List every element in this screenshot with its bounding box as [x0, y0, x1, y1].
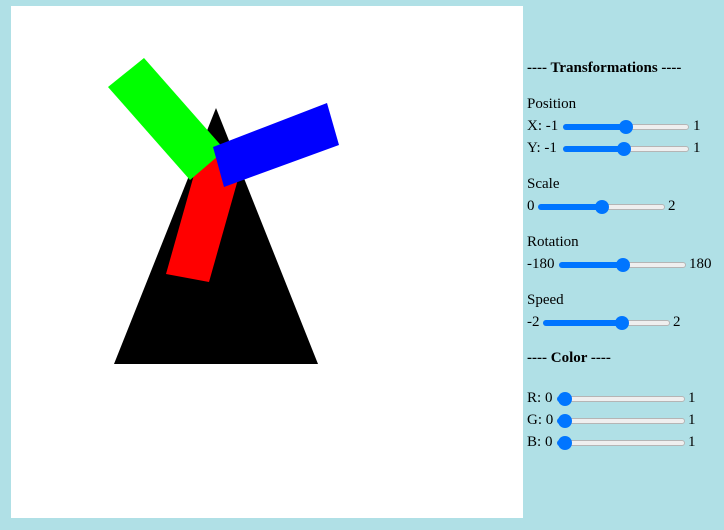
scale-slider-thumb[interactable]: [594, 200, 609, 214]
y-slider-thumb[interactable]: [616, 142, 631, 156]
speed-label: Speed: [527, 292, 564, 308]
x-slider[interactable]: [563, 120, 689, 134]
scene: [108, 58, 339, 364]
scale-max: 2: [668, 198, 676, 214]
blue-bar: [213, 103, 339, 187]
x-label: X: -1: [527, 118, 559, 134]
speed-slider[interactable]: [543, 316, 670, 330]
b-slider-thumb[interactable]: [558, 436, 572, 450]
green-bar: [108, 58, 225, 180]
rotation-slider[interactable]: [559, 258, 686, 272]
g-label: G: 0: [527, 412, 554, 428]
y-slider[interactable]: [563, 142, 689, 156]
x-max: 1: [693, 118, 701, 134]
y-slider-fill: [563, 146, 623, 152]
position-label: Position: [527, 96, 577, 112]
scale-slider-fill: [538, 204, 601, 210]
color-heading: ---- Color ----: [527, 350, 611, 366]
r-max: 1: [688, 390, 696, 406]
controls-panel: ---- Transformations ---- Position X: -1…: [527, 0, 724, 530]
scale-min: 0: [527, 198, 535, 214]
b-max: 1: [688, 434, 696, 450]
g-slider[interactable]: [557, 414, 685, 428]
webgl-canvas: [11, 6, 523, 518]
rotation-slider-thumb[interactable]: [615, 258, 630, 272]
b-slider[interactable]: [557, 436, 685, 450]
rotation-slider-fill: [559, 262, 622, 268]
transformations-heading: ---- Transformations ----: [527, 60, 682, 76]
rotation-label: Rotation: [527, 234, 579, 250]
speed-min: -2: [527, 314, 540, 330]
r-label: R: 0: [527, 390, 553, 406]
g-max: 1: [688, 412, 696, 428]
x-slider-fill: [563, 124, 625, 130]
r-slider-thumb[interactable]: [558, 392, 572, 406]
y-label: Y: -1: [527, 140, 557, 156]
g-slider-thumb[interactable]: [558, 414, 572, 428]
rotation-min: -180: [527, 256, 555, 272]
speed-slider-thumb[interactable]: [614, 316, 629, 330]
speed-max: 2: [673, 314, 681, 330]
rotation-max: 180: [689, 256, 712, 272]
scale-slider[interactable]: [538, 200, 665, 214]
scale-label: Scale: [527, 176, 560, 192]
speed-slider-fill: [543, 320, 621, 326]
r-slider[interactable]: [557, 392, 685, 406]
x-slider-thumb[interactable]: [619, 120, 633, 134]
b-label: B: 0: [527, 434, 553, 450]
y-max: 1: [693, 140, 701, 156]
